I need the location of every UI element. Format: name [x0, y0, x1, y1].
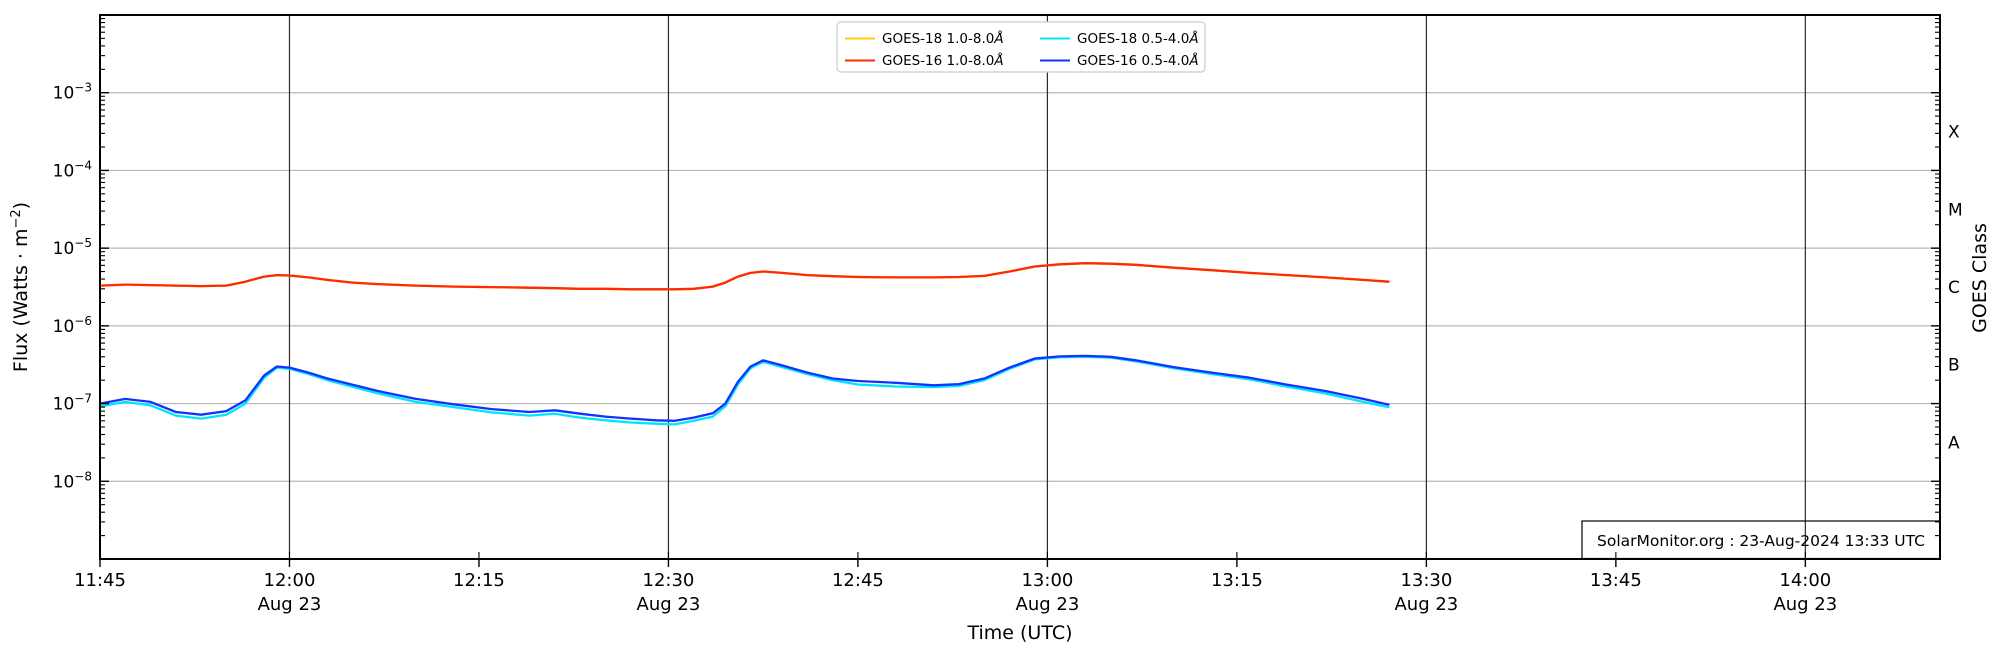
- label-fragment: −3: [74, 81, 92, 95]
- source-annotation: SolarMonitor.org : 23-Aug-2024 13:33 UTC: [1597, 532, 1925, 550]
- x-tick-label: 12:15: [453, 570, 505, 591]
- y-tick-label: 10−8: [53, 469, 92, 492]
- x-tick-label: 13:45: [1590, 570, 1642, 591]
- source-annotation-box: [1581, 520, 1941, 560]
- x-tick-date-label: Aug 23: [637, 594, 701, 615]
- x-tick-label: 13:30: [1400, 570, 1452, 591]
- legend-box: [836, 21, 1206, 73]
- label-fragment: Å: [1188, 30, 1198, 47]
- label-fragment: GOES-16 0.5-4.0: [1077, 53, 1189, 69]
- label-fragment: Å: [993, 30, 1003, 47]
- goes-class-letter: X: [1948, 123, 1960, 143]
- y-axis-label: Flux (Watts · m−2): [9, 202, 32, 372]
- label-fragment: Å: [1188, 52, 1198, 69]
- label-fragment: −6: [74, 314, 92, 328]
- goes-class-letter: M: [1948, 200, 1963, 220]
- label-fragment: 10: [53, 472, 75, 492]
- label-fragment: ): [10, 202, 32, 209]
- x-tick-date-label: Aug 23: [1394, 594, 1458, 615]
- label-fragment: −8: [74, 469, 92, 483]
- plot-border: [99, 14, 1941, 560]
- right-axis-label: GOES Class: [1969, 223, 1991, 333]
- legend-label: GOES-18 0.5-4.0Å: [1077, 30, 1199, 47]
- legend-label: GOES-18 1.0-8.0Å: [882, 30, 1004, 47]
- x-tick-date-label: Aug 23: [1773, 594, 1837, 615]
- label-fragment: −5: [74, 236, 92, 250]
- y-tick-label: 10−5: [53, 236, 92, 259]
- goes-class-letter: B: [1948, 356, 1960, 376]
- x-tick-date-label: Aug 23: [1016, 594, 1080, 615]
- x-axis-label: Time (UTC): [966, 622, 1072, 644]
- label-fragment: 10: [53, 395, 75, 415]
- label-fragment: GOES-16 1.0-8.0: [882, 53, 994, 69]
- goes-class-letter: A: [1948, 433, 1960, 453]
- label-fragment: Flux (Watts · m: [10, 229, 32, 373]
- label-fragment: −2: [9, 209, 24, 228]
- x-tick-label: 12:30: [643, 570, 695, 591]
- series-goes16-long: [98, 262, 1390, 291]
- y-tick-label: 10−7: [53, 392, 92, 415]
- series-goes18-short: [98, 355, 1390, 426]
- x-tick-label: 13:15: [1211, 570, 1263, 591]
- x-tick-date-label: Aug 23: [258, 594, 322, 615]
- y-tick-label: 10−6: [53, 314, 92, 337]
- series-goes16-short: [98, 354, 1390, 422]
- x-tick-label: 12:45: [832, 570, 884, 591]
- y-tick-label: 10−4: [53, 158, 92, 181]
- label-fragment: −7: [74, 392, 92, 406]
- y-tick-label: 10−3: [53, 81, 92, 104]
- label-fragment: GOES-18 0.5-4.0: [1077, 31, 1189, 47]
- label-fragment: −4: [74, 158, 92, 172]
- label-fragment: 10: [53, 84, 75, 104]
- label-fragment: 10: [53, 161, 75, 181]
- label-fragment: 10: [53, 239, 75, 259]
- x-tick-label: 14:00: [1779, 570, 1831, 591]
- goes-class-letter: C: [1948, 278, 1960, 298]
- legend-label: GOES-16 0.5-4.0Å: [1077, 52, 1199, 69]
- x-tick-label: 13:00: [1021, 570, 1073, 591]
- label-fragment: GOES-18 1.0-8.0: [882, 31, 994, 47]
- legend-label: GOES-16 1.0-8.0Å: [882, 52, 1004, 69]
- x-tick-label: 11:45: [74, 570, 126, 591]
- x-tick-label: 12:00: [264, 570, 316, 591]
- label-fragment: 10: [53, 317, 75, 337]
- label-fragment: Å: [993, 52, 1003, 69]
